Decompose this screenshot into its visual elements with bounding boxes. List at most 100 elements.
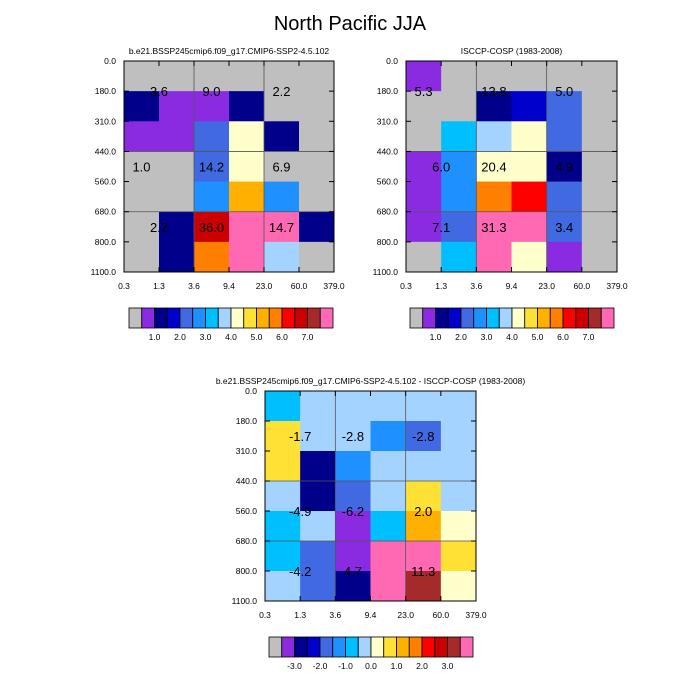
heatmap-cell [159, 181, 195, 213]
x-tick-label: 0.3 [118, 281, 130, 291]
heatmap-cell [299, 61, 335, 92]
heatmap-cell [300, 541, 336, 572]
colorbar-swatch [383, 636, 397, 658]
colorbar-swatch [524, 307, 538, 329]
heatmap-cell [159, 211, 195, 243]
colorbar-label: -3.0 [287, 661, 302, 671]
heatmap-cell [265, 391, 301, 422]
heatmap-cell [194, 211, 230, 243]
heatmap-cell [581, 61, 618, 92]
x-tick-label: 9.4 [223, 281, 235, 291]
heatmap-cell [159, 91, 195, 122]
heatmap-cell [264, 241, 300, 273]
data-label: -6.2 [342, 504, 364, 519]
colorbar-label: 2.0 [174, 332, 186, 342]
heatmap-cell [265, 481, 301, 512]
heatmap-cell [406, 241, 442, 273]
heatmap-cell [511, 121, 548, 152]
heatmap-cell [581, 211, 618, 243]
data-label: -4.2 [289, 564, 311, 579]
y-tick-label: 440.0 [236, 476, 258, 486]
y-tick-label: 310.0 [236, 446, 258, 456]
heatmap-cell [264, 181, 300, 213]
heatmap-cell [124, 121, 160, 152]
heatmap-cell [441, 241, 477, 273]
heatmap-cell [511, 91, 548, 122]
heatmap-cell [124, 181, 160, 213]
heatmap-cell [405, 421, 442, 452]
y-tick-label: 0.0 [245, 386, 257, 396]
colorbar-label: 7.0 [583, 332, 595, 342]
heatmap-cell [406, 181, 442, 213]
colorbar-swatch [422, 307, 436, 329]
heatmap-cell [581, 181, 618, 213]
heatmap-cell [405, 541, 442, 572]
heatmap-cell [299, 241, 335, 273]
y-tick-label: 0.0 [386, 56, 398, 66]
colorbar-label: 3.0 [200, 332, 212, 342]
heatmap-cell [265, 511, 301, 542]
heatmap-cell [405, 511, 442, 542]
data-label: 4.7 [344, 564, 362, 579]
heatmap-cell [300, 391, 336, 422]
heatmap-cell [229, 151, 265, 183]
colorbar-swatch [166, 307, 181, 329]
heatmap-cell [511, 211, 548, 243]
heatmap-cell [546, 121, 583, 152]
colorbar-swatch [588, 307, 602, 329]
colorbar-swatch [486, 307, 500, 329]
colorbar-swatch [459, 636, 474, 658]
data-label: 2.2 [272, 84, 290, 99]
heatmap-cell [511, 241, 548, 273]
colorbar-swatch [357, 636, 372, 658]
colorbar-label: 2.0 [455, 332, 467, 342]
heatmap-cell [194, 121, 230, 152]
x-tick-label: 0.3 [259, 610, 271, 620]
heatmap-cell [370, 571, 407, 602]
heatmap-cell [264, 151, 300, 183]
heatmap-cell [264, 211, 300, 243]
heatmap-cell [229, 181, 265, 213]
colorbar-swatch [460, 307, 475, 329]
colorbar-label: 4.0 [506, 332, 518, 342]
data-label: -2.8 [412, 429, 434, 444]
colorbar-swatch [307, 307, 321, 329]
colorbar-swatch [421, 636, 436, 658]
heatmap-cell [476, 151, 512, 183]
colorbar-swatch [396, 636, 410, 658]
heatmap-cell [194, 61, 230, 92]
heatmap-cell [370, 451, 407, 482]
data-label: 36.0 [199, 220, 224, 235]
heatmap-cell [194, 241, 230, 273]
x-tick-label: 3.6 [470, 281, 482, 291]
heatmap-cell [441, 61, 477, 92]
heatmap-cell [124, 151, 160, 183]
y-tick-label: 800.0 [236, 566, 258, 576]
heatmap-cell [370, 391, 407, 422]
colorbar-swatch [256, 307, 270, 329]
y-tick-label: 680.0 [95, 207, 117, 217]
colorbar-swatch [192, 307, 206, 329]
x-tick-label: 3.6 [188, 281, 200, 291]
heatmap-cell [440, 391, 477, 422]
colorbar-label: 1.0 [391, 661, 403, 671]
heatmap-cell [159, 241, 195, 273]
colorbar-swatch [562, 307, 577, 329]
heatmap-cell [546, 181, 583, 213]
colorbar-swatch [268, 307, 283, 329]
colorbar-label: 5.0 [532, 332, 544, 342]
x-tick-label: 1.3 [435, 281, 447, 291]
data-label: 5.0 [555, 84, 573, 99]
heatmap-cell [194, 91, 230, 122]
heatmap-cell [441, 181, 477, 213]
heatmap-cell [124, 91, 160, 122]
y-tick-label: 0.0 [104, 56, 116, 66]
y-tick-label: 680.0 [377, 207, 399, 217]
colorbar-swatch [435, 307, 449, 329]
heatmap-cell [476, 241, 512, 273]
heatmap-cell [476, 121, 512, 152]
colorbar-label: -1.0 [338, 661, 353, 671]
heatmap-cell [299, 91, 335, 122]
heatmap-cell [546, 151, 583, 183]
heatmap-cell [229, 211, 265, 243]
